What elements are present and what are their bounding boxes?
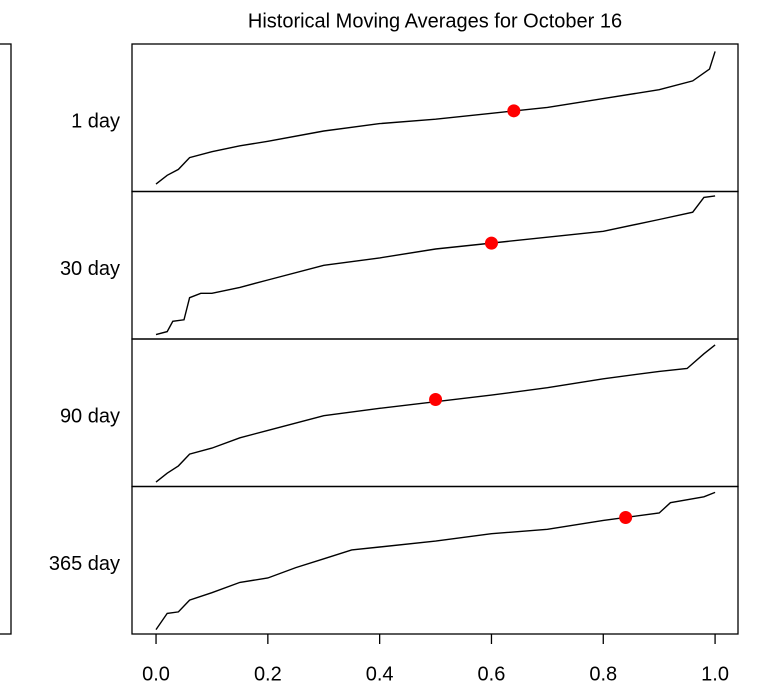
panel-label: 1 day xyxy=(71,110,120,132)
ecdf-line xyxy=(155,344,716,483)
panel-label: 30 day xyxy=(60,258,120,280)
x-tick-label: 0.2 xyxy=(254,663,282,685)
panel-frame xyxy=(131,485,739,635)
panel-frame xyxy=(131,338,739,488)
panel-frame xyxy=(131,43,739,193)
current-point xyxy=(429,392,443,406)
chart-title: Historical Moving Averages for October 1… xyxy=(248,10,622,32)
panel-label: 90 day xyxy=(60,405,120,427)
ecdf-line xyxy=(155,195,716,336)
current-point xyxy=(507,104,521,118)
panel-label: 365 day xyxy=(49,553,120,575)
current-point xyxy=(484,236,498,250)
x-tick-label: 0.8 xyxy=(589,663,617,685)
x-tick-label: 0.6 xyxy=(478,663,506,685)
x-tick-label: 1.0 xyxy=(701,663,729,685)
side-panel-edge xyxy=(0,43,12,635)
x-tick-label: 0.4 xyxy=(366,663,394,685)
ecdf-line xyxy=(155,491,716,630)
panel-frame xyxy=(131,190,739,340)
x-tick-label: 0.0 xyxy=(142,663,170,685)
current-point xyxy=(619,510,633,524)
ecdf-line xyxy=(155,51,716,185)
